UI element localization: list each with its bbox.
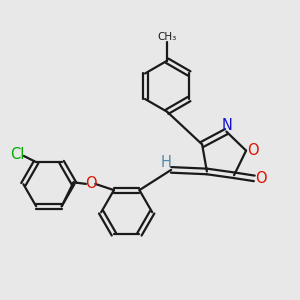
Text: O: O bbox=[255, 171, 266, 186]
Text: O: O bbox=[247, 143, 259, 158]
Text: Cl: Cl bbox=[10, 148, 24, 163]
Text: O: O bbox=[85, 176, 96, 191]
Text: N: N bbox=[222, 118, 233, 134]
Text: H: H bbox=[161, 154, 172, 169]
Text: CH₃: CH₃ bbox=[158, 32, 177, 42]
